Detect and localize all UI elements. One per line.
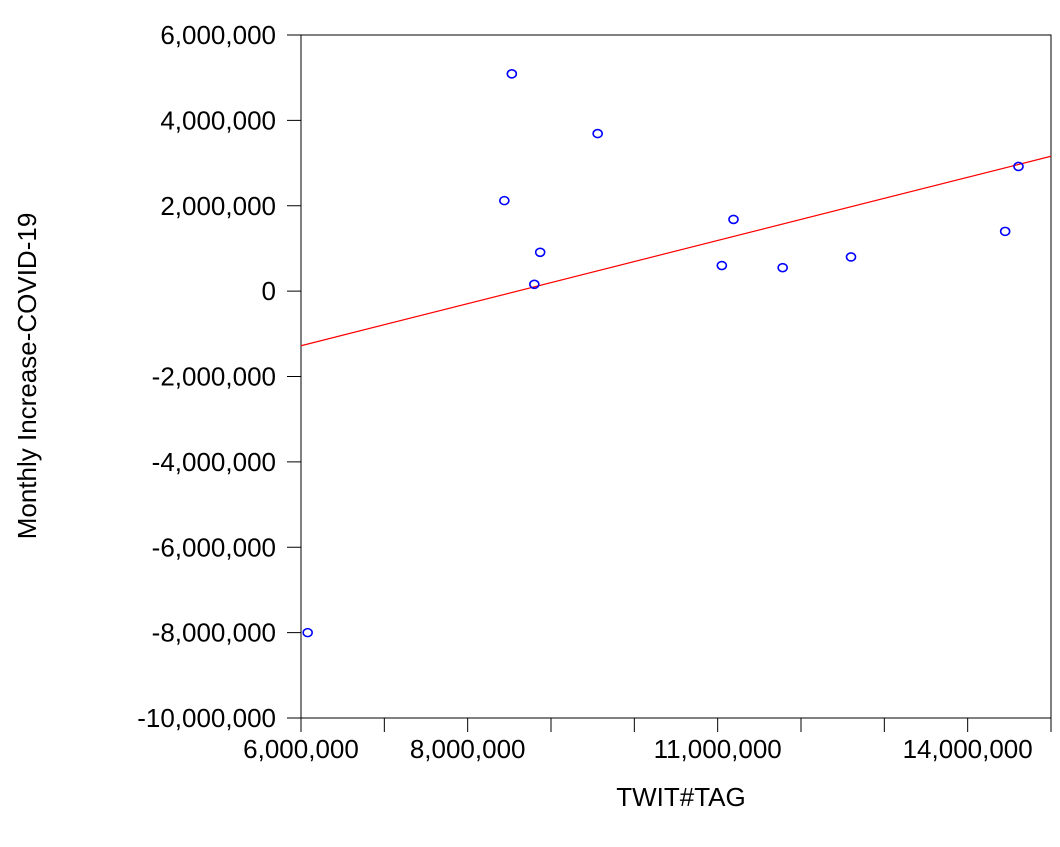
data-points	[302, 69, 1024, 638]
data-point	[499, 195, 510, 206]
data-point	[777, 262, 788, 273]
data-point	[506, 69, 518, 79]
y-tick-label: 6,000,000	[160, 20, 276, 50]
y-tick-label: -2,000,000	[152, 362, 276, 392]
data-point	[999, 226, 1011, 237]
x-tick-label: 8,000,000	[410, 734, 526, 764]
plot-frame	[300, 34, 1052, 719]
data-point	[529, 279, 540, 290]
y-tick-label: 2,000,000	[160, 191, 276, 221]
x-axis-ticks: 6,000,000 8,000,000 11,000,000 14,000,000	[243, 718, 1052, 764]
data-point	[534, 247, 546, 258]
x-tick-label: 6,000,000	[243, 734, 359, 764]
y-tick-label: -8,000,000	[152, 618, 276, 648]
y-tick-label: -4,000,000	[152, 447, 276, 477]
data-point	[592, 128, 603, 139]
x-tick-label: 14,000,000	[903, 734, 1033, 764]
x-tick-label: 11,000,000	[654, 734, 782, 764]
data-point	[302, 627, 313, 638]
y-tick-label: 4,000,000	[160, 105, 276, 135]
data-point	[1013, 161, 1024, 172]
data-point	[728, 214, 739, 225]
regression-line	[300, 155, 1052, 347]
y-axis-title: Monthly Increase-COVID-19	[12, 213, 42, 540]
y-tick-label: -6,000,000	[152, 532, 276, 562]
y-axis-ticks: 6,000,000 4,000,000 2,000,000 0 -2,000,000 -4…	[137, 20, 301, 733]
y-tick-label: -10,000,000	[137, 703, 276, 733]
data-point	[845, 252, 857, 262]
data-point	[716, 260, 728, 271]
y-tick-label: 0	[262, 276, 276, 306]
x-axis-title: TWIT#TAG	[616, 782, 746, 812]
